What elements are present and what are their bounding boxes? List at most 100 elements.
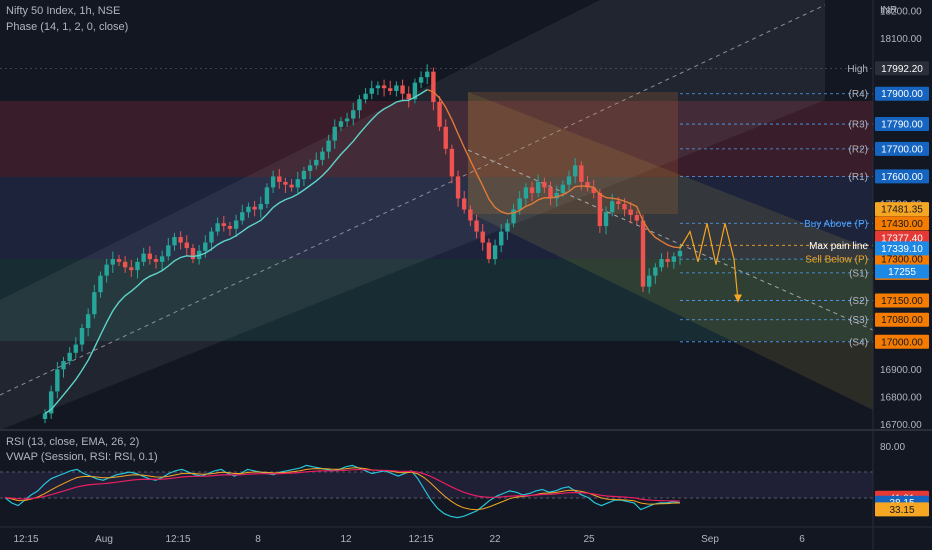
rsi-value-box bbox=[875, 502, 929, 517]
time-tick-label: Sep bbox=[701, 534, 719, 545]
level-price-box bbox=[875, 117, 929, 132]
current-price: 17377.40 bbox=[881, 233, 923, 244]
candle-body bbox=[153, 259, 159, 262]
candle-body bbox=[184, 242, 189, 249]
candle-body bbox=[246, 206, 251, 213]
time-tick-label: 8 bbox=[255, 534, 261, 545]
candle-body bbox=[344, 118, 350, 122]
level-price-box bbox=[875, 169, 929, 184]
candle-body bbox=[48, 391, 54, 414]
candle-body bbox=[159, 256, 165, 262]
candle-body bbox=[351, 110, 356, 119]
candle-body bbox=[579, 165, 584, 182]
time-tick-label: 12:15 bbox=[408, 534, 433, 545]
candle-body bbox=[363, 93, 368, 100]
candle-body bbox=[449, 148, 455, 177]
candle-body bbox=[455, 176, 461, 199]
candle-body bbox=[640, 220, 646, 287]
rsi-vwap-line bbox=[4, 468, 681, 502]
time-tick-label: 12:15 bbox=[165, 534, 190, 545]
level-name: (R3) bbox=[849, 120, 868, 131]
time-tick-label: 12 bbox=[340, 534, 352, 545]
level-price-box bbox=[875, 293, 929, 308]
level-lines bbox=[0, 67, 873, 343]
candle-body bbox=[227, 226, 233, 229]
candle-body bbox=[277, 176, 282, 182]
level-price: 17300.00 bbox=[881, 255, 923, 266]
level-price: 17080.00 bbox=[881, 315, 923, 326]
candle-body bbox=[517, 198, 522, 210]
level-name: (R1) bbox=[849, 172, 868, 183]
candle-body bbox=[98, 275, 103, 293]
upward-channel-mid bbox=[0, 4, 826, 396]
candle-body bbox=[653, 267, 658, 276]
price-tick-label: 18100.00 bbox=[880, 34, 922, 45]
candle-body bbox=[190, 248, 196, 260]
projection-zigzag bbox=[679, 223, 739, 301]
level-price-box bbox=[875, 334, 929, 349]
level-price-box bbox=[875, 86, 929, 101]
candle-body bbox=[215, 223, 220, 232]
candle-body bbox=[437, 101, 442, 127]
candle-body bbox=[338, 121, 344, 127]
candle-body bbox=[307, 165, 313, 171]
time-tick-label: 12:15 bbox=[13, 534, 38, 545]
candle-body bbox=[603, 212, 609, 227]
candle-body bbox=[258, 203, 263, 210]
candle-body bbox=[147, 253, 153, 260]
candle-body bbox=[480, 231, 485, 243]
chart-title: Nifty 50 Index, 1h, NSE bbox=[6, 5, 121, 17]
level-price: 17600.00 bbox=[881, 172, 923, 183]
candle-body bbox=[425, 71, 430, 78]
vwap-legend: VWAP (Session, RSI: RSI, 0.1) bbox=[6, 451, 158, 463]
candle-body bbox=[73, 344, 79, 353]
price-tick-label: 16900.00 bbox=[880, 365, 922, 376]
candle-body bbox=[129, 267, 134, 271]
candle-body bbox=[314, 159, 319, 166]
candle-body bbox=[542, 181, 547, 188]
candle-body bbox=[209, 231, 214, 243]
candle-body bbox=[332, 126, 337, 141]
candle-body bbox=[665, 259, 670, 262]
candle-body bbox=[462, 198, 467, 210]
candle-body bbox=[394, 85, 399, 91]
level-name: High bbox=[847, 64, 868, 75]
projection-arrow-head bbox=[734, 294, 742, 303]
time-axis[interactable]: 12:15 Aug 12:15 8 12 12:15 22 25 Sep 6 bbox=[13, 534, 805, 545]
candle-body bbox=[203, 242, 208, 251]
rsi-axis: 80.0041.8138.1533.15 bbox=[875, 442, 929, 517]
level-name: (S4) bbox=[849, 337, 868, 348]
candle-body bbox=[166, 245, 171, 257]
level-price: 17150.00 bbox=[881, 296, 923, 307]
time-tick-label: 22 bbox=[489, 534, 501, 545]
candle-body bbox=[42, 413, 48, 419]
level-name: (S1) bbox=[849, 268, 868, 279]
price-tick-label: 18200.00 bbox=[880, 7, 922, 18]
level-price-box bbox=[875, 312, 929, 327]
phase-ema-line bbox=[44, 89, 428, 415]
projection-channel-mid bbox=[467, 149, 874, 331]
candle-body bbox=[499, 231, 504, 246]
candle-body bbox=[468, 209, 473, 221]
rsi-legend: RSI (13, close, EMA, 26, 2) bbox=[6, 436, 140, 448]
rsi-line bbox=[4, 464, 681, 519]
candle-body bbox=[55, 369, 60, 392]
candle-body bbox=[92, 292, 97, 315]
candle-body bbox=[61, 361, 66, 370]
candle-body bbox=[505, 223, 510, 232]
candle-body bbox=[369, 88, 374, 94]
candle-body bbox=[418, 77, 424, 83]
candle-body bbox=[597, 192, 603, 227]
current-price: 17255 bbox=[888, 267, 916, 278]
candle-body bbox=[381, 85, 387, 89]
support-zone bbox=[0, 259, 873, 341]
level-labels: High 17992.20 (R4) 17900.00 (R3) 17790.00 (R2)… bbox=[804, 61, 929, 349]
candle-body bbox=[116, 259, 122, 262]
candle-body bbox=[388, 88, 393, 91]
candle-body bbox=[659, 259, 664, 268]
candle-body bbox=[492, 245, 498, 260]
candle-body bbox=[412, 82, 418, 100]
candle-body bbox=[529, 187, 535, 193]
time-tick-label: 6 bbox=[799, 534, 805, 545]
